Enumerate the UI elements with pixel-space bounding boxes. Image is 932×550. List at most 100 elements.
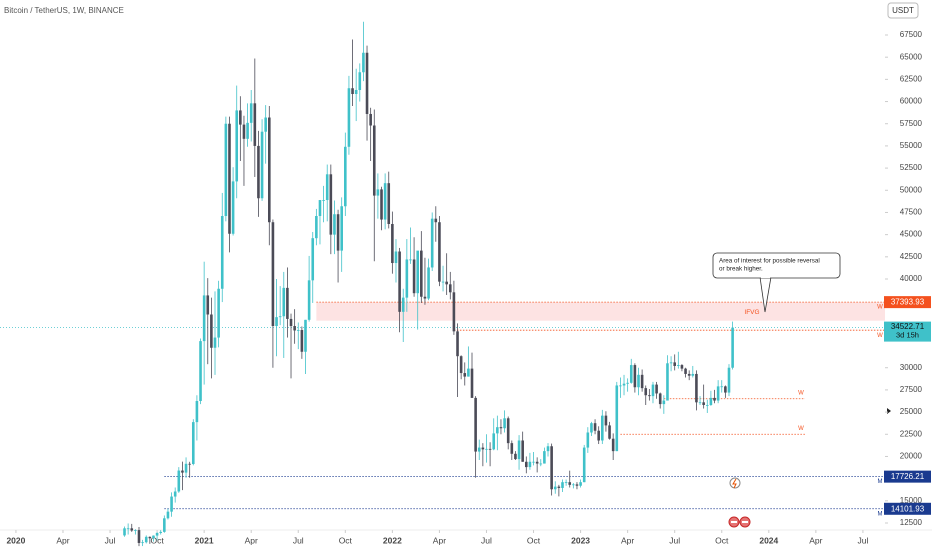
candle-body bbox=[517, 440, 521, 460]
candle-body bbox=[184, 463, 188, 473]
candle-body bbox=[705, 404, 709, 406]
candle-body bbox=[210, 314, 213, 348]
candle-body bbox=[354, 90, 358, 95]
candle-body bbox=[474, 397, 477, 452]
candle-body bbox=[684, 368, 687, 374]
x-tick-label: Jul bbox=[481, 535, 492, 545]
candle-body bbox=[398, 251, 401, 312]
fvg-label: IFVG bbox=[744, 309, 759, 316]
candle-body bbox=[409, 259, 412, 261]
candle-body bbox=[568, 482, 572, 485]
level-price-text: 37393.93 bbox=[891, 298, 925, 307]
candle-body bbox=[695, 373, 698, 403]
candle-body bbox=[278, 316, 282, 318]
candle-body bbox=[170, 496, 173, 512]
candle-body bbox=[669, 362, 673, 364]
candle-body bbox=[336, 214, 340, 251]
candle-body bbox=[430, 218, 434, 268]
candle-body bbox=[713, 397, 716, 401]
candle-body bbox=[463, 373, 467, 377]
candle-body bbox=[503, 418, 506, 429]
candle-body bbox=[644, 388, 648, 396]
candle-body bbox=[416, 250, 420, 294]
candle-body bbox=[394, 251, 398, 264]
candle-body bbox=[658, 393, 662, 405]
candle-body bbox=[213, 337, 217, 348]
candle-body bbox=[293, 326, 296, 331]
candle-body bbox=[459, 356, 463, 374]
candle-body bbox=[499, 427, 503, 429]
candle-body bbox=[601, 415, 604, 441]
y-tick-label: 12500 bbox=[900, 518, 923, 527]
candle-body bbox=[123, 528, 126, 536]
level-price-box bbox=[884, 296, 931, 309]
candle-body bbox=[481, 447, 485, 450]
candle-body bbox=[383, 183, 387, 220]
candle-body bbox=[159, 531, 163, 533]
candle-body bbox=[572, 484, 575, 486]
x-tick-label: Jul bbox=[293, 535, 304, 545]
candle-body bbox=[372, 125, 376, 196]
candle-body bbox=[691, 373, 695, 376]
y-tick-label: 42500 bbox=[900, 252, 923, 261]
candle-body bbox=[340, 206, 343, 251]
candle-body bbox=[376, 189, 380, 196]
currency-button[interactable] bbox=[887, 2, 919, 19]
level-tag: W bbox=[877, 333, 883, 339]
x-tick-label: Apr bbox=[621, 535, 634, 545]
candle-body bbox=[130, 528, 134, 531]
candle-body bbox=[539, 463, 543, 465]
candle-body bbox=[329, 174, 333, 235]
chart-title: Bitcoin / TetherUS, 1W, BINANCE bbox=[4, 6, 124, 15]
candle-body bbox=[289, 318, 293, 327]
x-tick-label: Oct bbox=[339, 535, 353, 545]
candle-body bbox=[307, 280, 311, 320]
candle-body bbox=[246, 122, 249, 139]
candle-body bbox=[648, 395, 651, 397]
candle-body bbox=[731, 327, 734, 368]
candle-body bbox=[271, 222, 275, 327]
level-tag: M bbox=[878, 479, 883, 485]
candle-body bbox=[144, 536, 148, 543]
candle-body bbox=[296, 330, 300, 331]
candle-body bbox=[546, 446, 550, 452]
candle-body bbox=[662, 400, 666, 405]
x-tick-label: 2023 bbox=[571, 535, 590, 545]
candle-body bbox=[488, 448, 492, 450]
y-tick-label: 65000 bbox=[900, 52, 923, 61]
y-tick-label: 40000 bbox=[900, 274, 923, 283]
candle-body bbox=[362, 52, 365, 73]
candle-body bbox=[401, 297, 405, 312]
candle-body bbox=[615, 385, 619, 452]
x-tick-label: Oct bbox=[527, 535, 541, 545]
candle-body bbox=[496, 427, 499, 434]
x-tick-label: 2020 bbox=[6, 535, 25, 545]
level-tag: M bbox=[878, 511, 883, 517]
candle-body bbox=[445, 281, 448, 285]
candle-body bbox=[181, 470, 184, 473]
candle-body bbox=[619, 385, 622, 387]
candle-body bbox=[177, 470, 181, 492]
candle-body bbox=[492, 433, 496, 450]
candle-body bbox=[155, 532, 159, 536]
candle-body bbox=[698, 402, 702, 404]
candle-body bbox=[282, 287, 286, 317]
candle-body bbox=[579, 482, 582, 486]
candle-body bbox=[467, 368, 470, 377]
candle-body bbox=[173, 491, 177, 497]
candle-body bbox=[535, 461, 539, 464]
x-tick-label: Jul bbox=[669, 535, 680, 545]
candle-body bbox=[286, 287, 289, 319]
candle-body bbox=[586, 432, 590, 448]
candle-body bbox=[405, 259, 409, 298]
candle-body bbox=[524, 461, 528, 468]
candle-body bbox=[199, 341, 202, 402]
candle-body bbox=[521, 440, 524, 462]
y-tick-label: 47500 bbox=[900, 208, 923, 217]
candle-body bbox=[677, 365, 680, 366]
candle-body bbox=[506, 418, 510, 444]
callout-text: or break higher. bbox=[719, 266, 763, 273]
candle-body bbox=[597, 430, 600, 441]
candle-body bbox=[543, 451, 546, 464]
